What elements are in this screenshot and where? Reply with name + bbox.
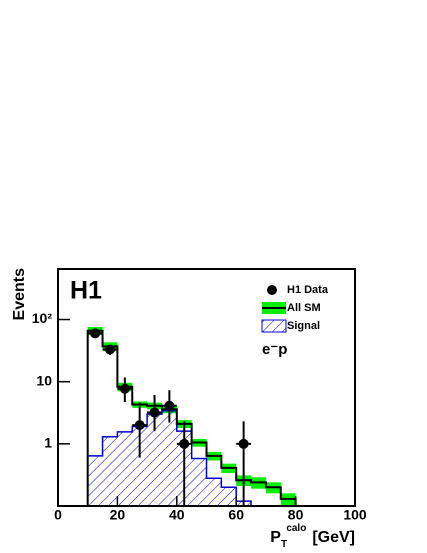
- legend-label: All SM: [287, 302, 321, 314]
- legend-label: H1 Data: [287, 284, 329, 296]
- signal-bar: [161, 410, 177, 506]
- signal-bar: [206, 478, 222, 506]
- x-tick-label: 80: [288, 507, 304, 523]
- signal-bar: [117, 431, 133, 506]
- x-label-sub: T: [281, 539, 287, 550]
- x-tick-label: 20: [110, 507, 126, 523]
- x-label-unit: [GeV]: [312, 529, 355, 546]
- plot-frame: [57, 268, 356, 507]
- x-tick-label: 100: [343, 507, 367, 523]
- x-label-main: P: [270, 529, 281, 546]
- x-tick-label: 60: [228, 507, 244, 523]
- signal-bar: [147, 414, 162, 506]
- data-point: [179, 438, 190, 449]
- signal-bar: [132, 426, 148, 506]
- data-point: [164, 400, 175, 411]
- legend-marker: [261, 319, 287, 333]
- y-tick-label: 10²: [32, 310, 53, 326]
- x-tick-label: 0: [54, 507, 62, 523]
- y-tick-label: 10: [36, 372, 52, 388]
- signal-bar: [102, 436, 118, 506]
- data-point: [149, 407, 160, 418]
- y-tick-label: 1: [44, 435, 52, 451]
- x-axis-label: PTcalo [GeV]: [270, 523, 355, 550]
- process-label: e⁻p: [262, 341, 287, 358]
- x-label-sup: calo: [286, 523, 306, 534]
- data-point: [134, 420, 145, 431]
- y-axis-label: Events: [11, 268, 28, 321]
- data-point: [90, 328, 101, 339]
- data-point: [104, 344, 115, 355]
- experiment-label: H1: [70, 277, 102, 305]
- legend-marker: [267, 285, 277, 295]
- legend-label: Signal: [287, 320, 320, 332]
- data-point: [119, 383, 130, 394]
- sm-outline: [86, 329, 297, 506]
- signal-bar: [221, 487, 237, 506]
- signal-bar: [191, 458, 207, 506]
- signal-bar: [87, 455, 103, 506]
- x-tick-label: 40: [169, 507, 185, 523]
- data-point: [238, 438, 249, 449]
